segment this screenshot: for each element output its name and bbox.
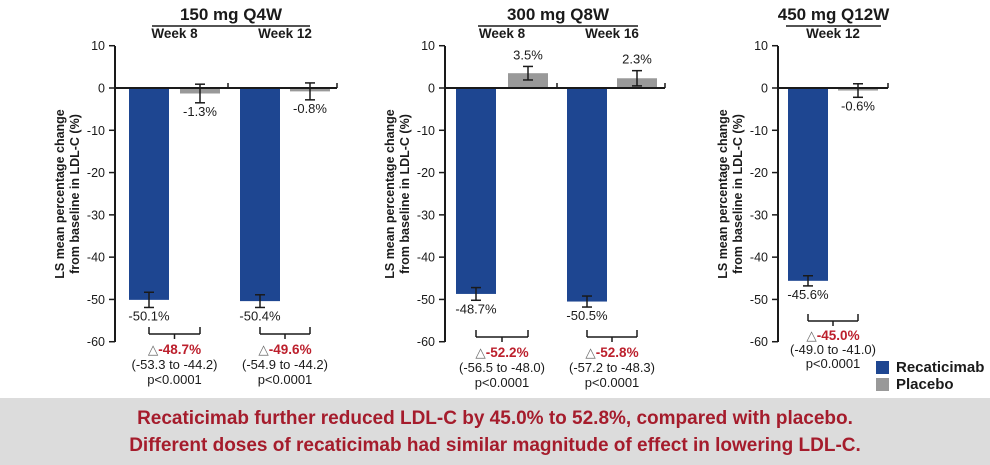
y-axis-label-line1: LS mean percentage change: [53, 109, 67, 279]
summary-line-2: Different doses of recaticimab had simil…: [129, 434, 861, 456]
difference-delta: △-52.8%: [585, 345, 638, 360]
y-axis-label-line2: from baseline in LDL-C (%): [68, 114, 82, 274]
y-tick-label: 0: [428, 82, 435, 96]
y-tick-label: -30: [750, 208, 768, 222]
week-label: Week 16: [585, 26, 639, 41]
chart-title: 150 mg Q4W: [180, 5, 283, 24]
legend-swatch-placebo: [876, 378, 889, 391]
y-tick-label: -40: [87, 251, 105, 265]
y-axis-label-line1: LS mean percentage change: [716, 109, 730, 279]
y-tick-label: -20: [87, 166, 105, 180]
week-label: Week 8: [151, 26, 198, 41]
difference-ci: (-49.0 to -41.0): [790, 342, 876, 357]
difference-delta: △-49.6%: [258, 342, 311, 357]
bar-value-label: -45.6%: [787, 287, 829, 302]
legend-label-placebo: Placebo: [896, 376, 954, 393]
summary-line-1: Recaticimab further reduced LDL-C by 45.…: [137, 407, 853, 429]
y-tick-label: 10: [91, 39, 105, 53]
bar-value-label: -48.7%: [455, 301, 497, 316]
week-label: Week 12: [806, 26, 860, 41]
y-tick-label: -10: [87, 124, 105, 138]
bar-value-label: -0.6%: [841, 98, 875, 113]
summary-banner: Recaticimab further reduced LDL-C by 45.…: [0, 398, 990, 465]
legend-item-placebo: Placebo: [876, 376, 984, 393]
legend-label-recaticimab: Recaticimab: [896, 359, 985, 376]
bar-recaticimab: [240, 88, 280, 302]
legend-item-recaticimab: Recaticimab: [876, 359, 985, 376]
chart-title: 450 mg Q12W: [778, 5, 890, 24]
y-tick-label: 10: [754, 39, 768, 53]
bar-recaticimab: [456, 88, 496, 294]
y-tick-label: 10: [421, 39, 435, 53]
y-tick-label: -60: [417, 335, 435, 349]
week-label: Week 12: [258, 26, 312, 41]
y-tick-label: -50: [750, 293, 768, 307]
difference-ci: (-53.3 to -44.2): [132, 357, 218, 372]
difference-pvalue: p<0.0001: [258, 372, 313, 387]
bar-value-label: -1.3%: [183, 104, 217, 119]
bar-value-label: -50.4%: [239, 308, 281, 323]
bar-recaticimab: [567, 88, 607, 302]
difference-ci: (-57.2 to -48.3): [569, 360, 655, 375]
y-tick-label: -40: [417, 251, 435, 265]
y-tick-label: -10: [417, 124, 435, 138]
y-tick-label: -60: [87, 335, 105, 349]
y-tick-label: 0: [98, 82, 105, 96]
difference-pvalue: p<0.0001: [475, 375, 530, 390]
charts-svg: 150 mg Q4W Week 8 Week 12 LS mean percentag…: [53, 5, 890, 390]
y-axis-label-line1: LS mean percentage change: [383, 109, 397, 279]
y-tick-label: 0: [761, 82, 768, 96]
difference-delta: △-48.7%: [148, 342, 201, 357]
legend: Recaticimab Placebo: [876, 359, 985, 393]
difference-pvalue: p<0.0001: [806, 356, 861, 371]
difference-ci: (-54.9 to -44.2): [242, 357, 328, 372]
week-label: Week 8: [479, 26, 526, 41]
difference-delta: △-45.0%: [806, 328, 859, 343]
bar-value-label: -50.5%: [566, 308, 608, 323]
chart-title: 300 mg Q8W: [507, 5, 610, 24]
y-tick-label: -10: [750, 124, 768, 138]
bar-value-label: -0.8%: [293, 101, 327, 116]
bar-value-label: 2.3%: [622, 52, 652, 67]
y-tick-label: -30: [417, 208, 435, 222]
y-tick-label: -40: [750, 251, 768, 265]
bar-recaticimab: [788, 88, 828, 281]
difference-pvalue: p<0.0001: [585, 375, 640, 390]
difference-pvalue: p<0.0001: [147, 372, 202, 387]
y-tick-label: -20: [417, 166, 435, 180]
y-tick-label: -50: [417, 293, 435, 307]
y-tick-label: -20: [750, 166, 768, 180]
difference-ci: (-56.5 to -48.0): [459, 360, 545, 375]
bar-value-label: 3.5%: [513, 47, 543, 62]
y-tick-label: -50: [87, 293, 105, 307]
y-tick-label: -60: [750, 335, 768, 349]
y-tick-label: -30: [87, 208, 105, 222]
y-axis-label-line2: from baseline in LDL-C (%): [398, 114, 412, 274]
difference-delta: △-52.2%: [475, 345, 528, 360]
legend-swatch-recaticimab: [876, 361, 889, 374]
bar-value-label: -50.1%: [128, 308, 170, 323]
y-axis-label-line2: from baseline in LDL-C (%): [731, 114, 745, 274]
bar-recaticimab: [129, 88, 169, 300]
